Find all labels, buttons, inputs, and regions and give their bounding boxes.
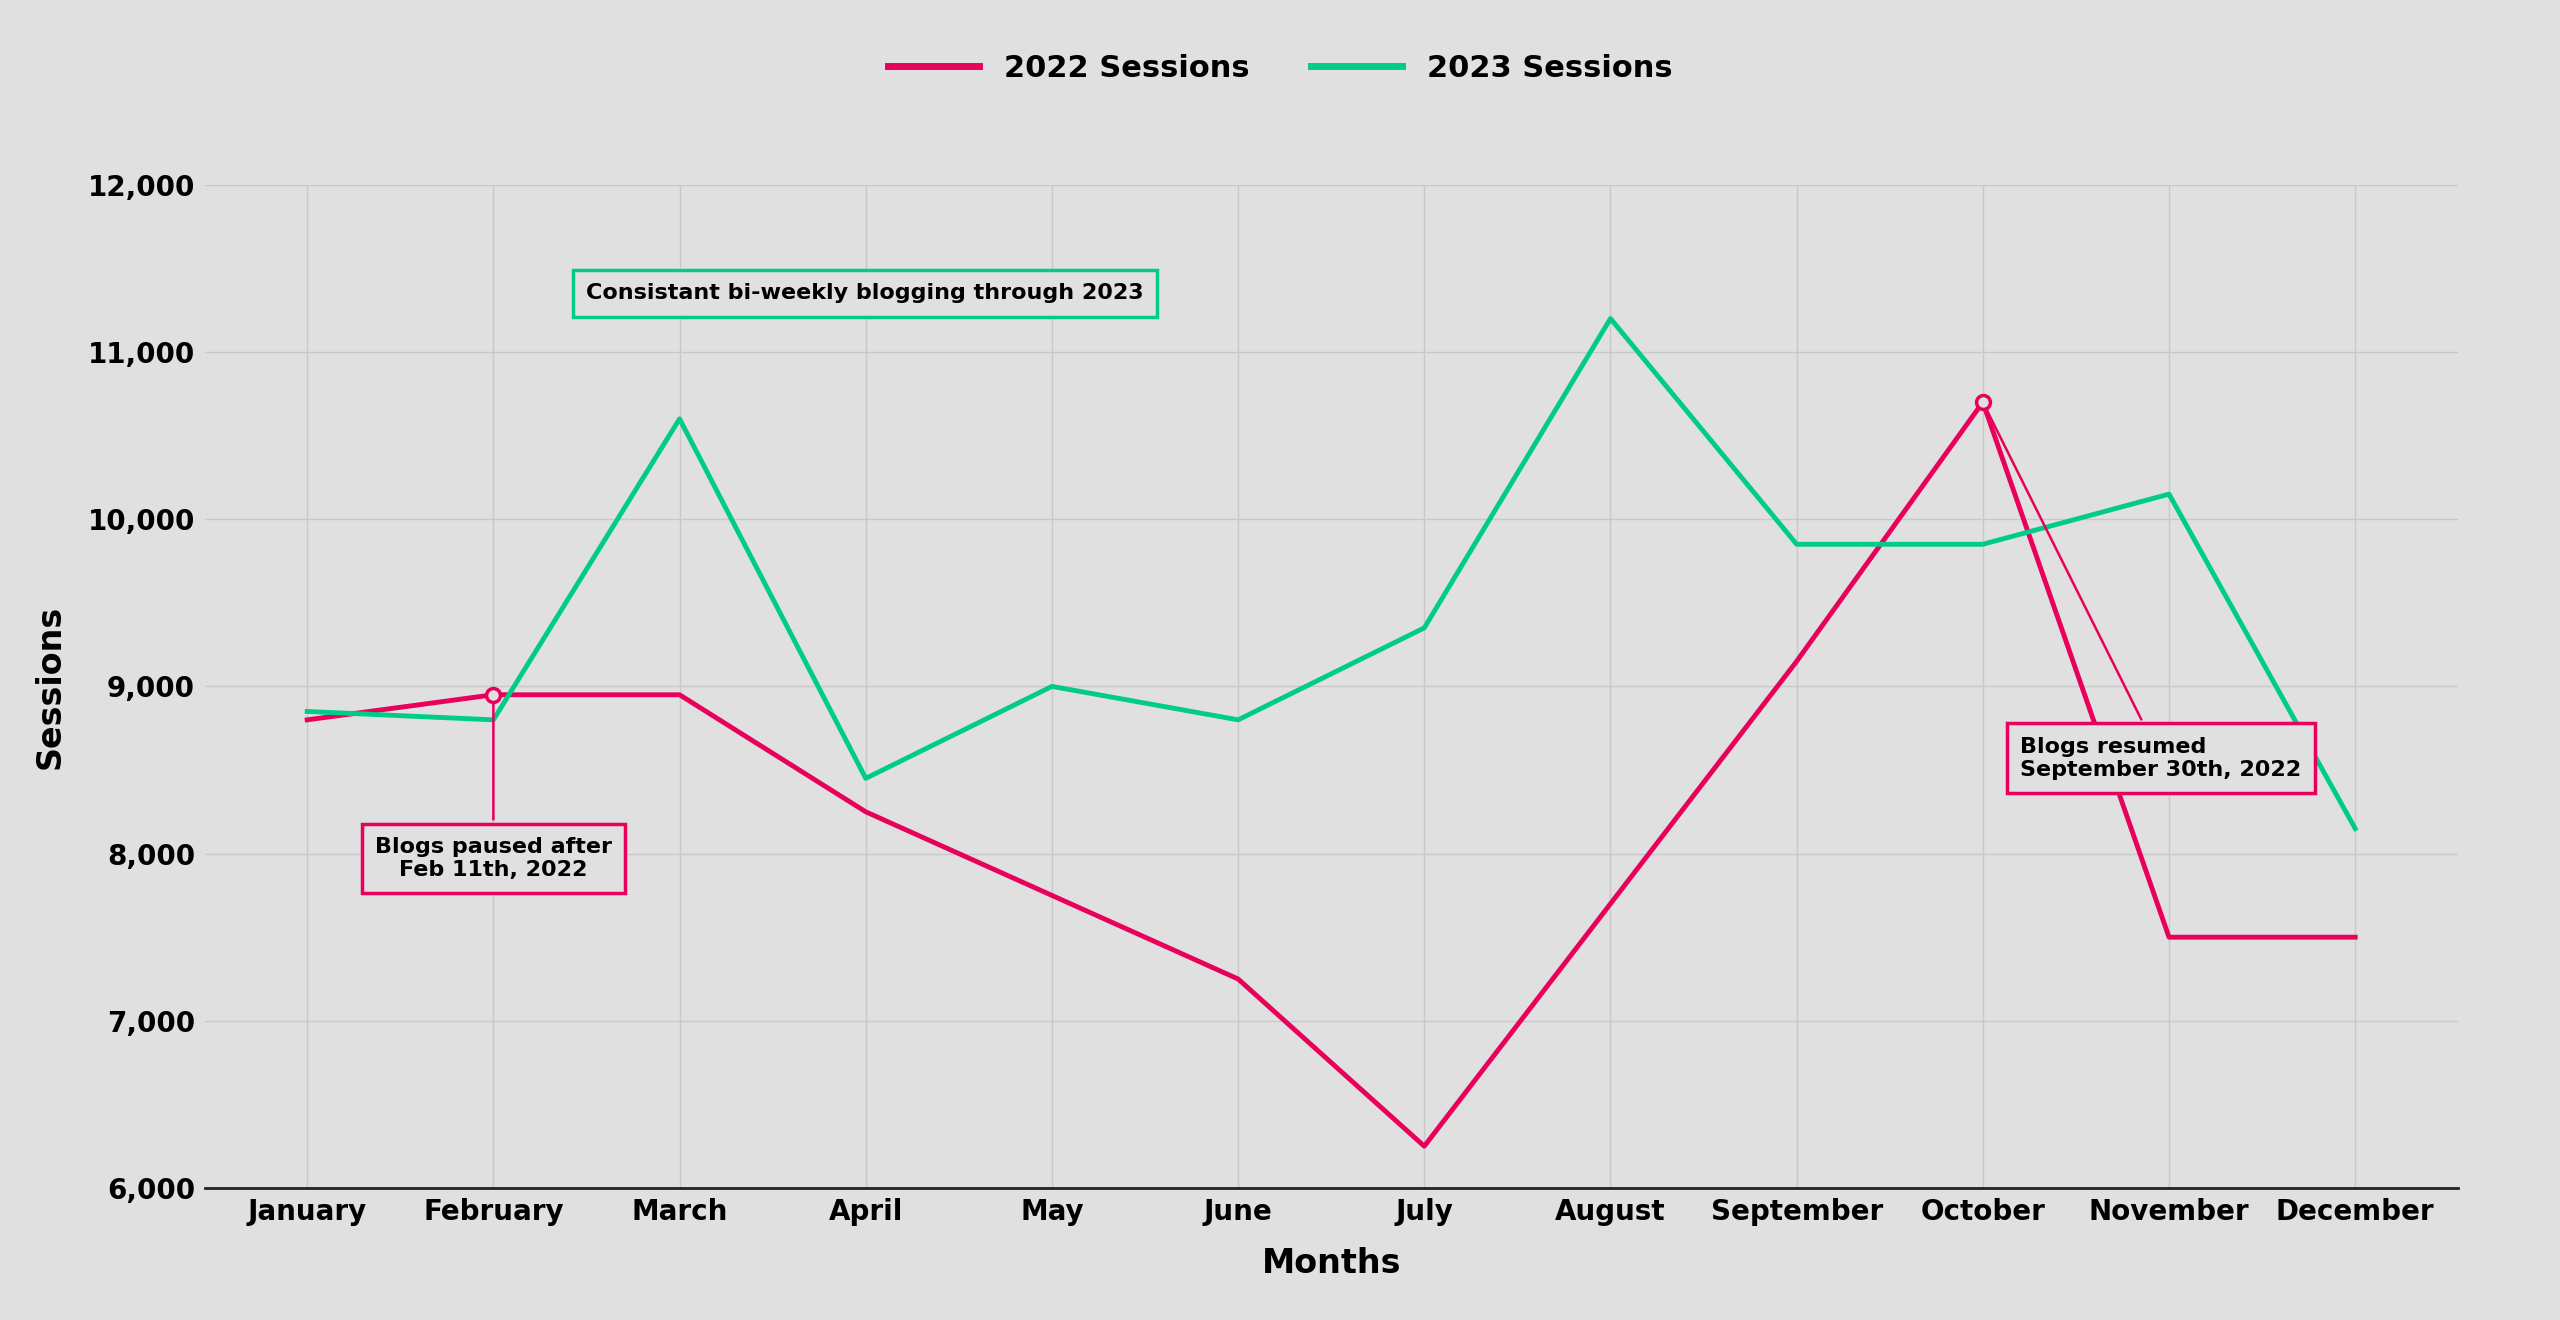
Text: Consistant bi-weekly blogging through 2023: Consistant bi-weekly blogging through 20… <box>586 284 1144 304</box>
Legend: 2022 Sessions, 2023 Sessions: 2022 Sessions, 2023 Sessions <box>876 42 1684 95</box>
X-axis label: Months: Months <box>1262 1246 1400 1279</box>
Y-axis label: Sessions: Sessions <box>33 605 67 768</box>
Text: Blogs paused after
Feb 11th, 2022: Blogs paused after Feb 11th, 2022 <box>374 697 612 880</box>
Text: Blogs resumed
September 30th, 2022: Blogs resumed September 30th, 2022 <box>1984 405 2301 780</box>
